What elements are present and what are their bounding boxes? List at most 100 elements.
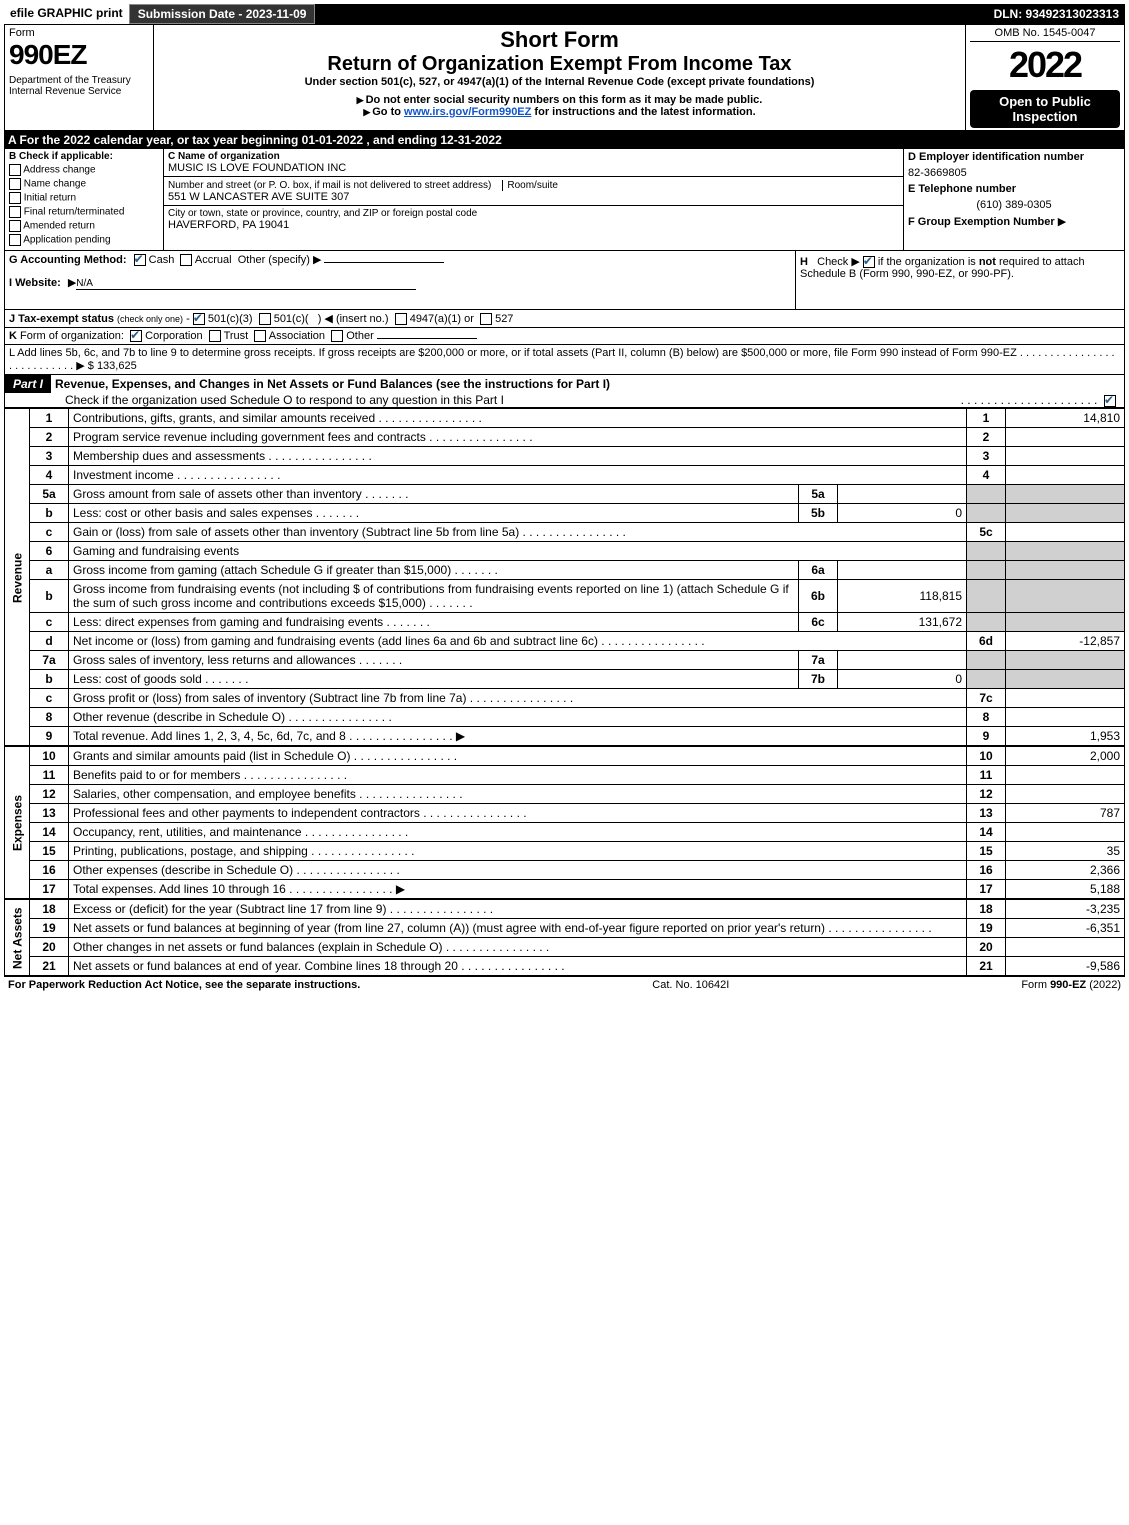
sub-label: 7b xyxy=(799,670,838,689)
chk-address-change[interactable] xyxy=(9,164,21,176)
result-val xyxy=(1006,447,1125,466)
chk-schedule-b[interactable] xyxy=(863,256,875,268)
line-number: 7a xyxy=(30,651,69,670)
result-num: 19 xyxy=(967,919,1006,938)
line-number: c xyxy=(30,613,69,632)
irs-link[interactable]: www.irs.gov/Form990EZ xyxy=(404,106,531,118)
notice-url: Go to www.irs.gov/Form990EZ for instruct… xyxy=(158,106,961,118)
result-val: 5,188 xyxy=(1006,880,1125,899)
street-label: Number and street (or P. O. box, if mail… xyxy=(168,180,491,191)
result-num: 6d xyxy=(967,632,1006,651)
chk-501c3[interactable] xyxy=(193,313,205,325)
chk-app-pending[interactable] xyxy=(9,234,21,246)
arrow-icon-3 xyxy=(68,277,76,289)
result-num: 9 xyxy=(967,727,1006,746)
line-desc: Printing, publications, postage, and shi… xyxy=(69,842,967,861)
result-val: 14,810 xyxy=(1006,409,1125,428)
result-val-shaded xyxy=(1006,670,1125,689)
table-row: 19Net assets or fund balances at beginni… xyxy=(5,919,1125,938)
line-number: 4 xyxy=(30,466,69,485)
line-desc: Other revenue (describe in Schedule O) .… xyxy=(69,708,967,727)
line-l-value: $ 133,625 xyxy=(88,360,137,372)
result-val: -6,351 xyxy=(1006,919,1125,938)
result-val-shaded xyxy=(1006,485,1125,504)
table-row: dNet income or (loss) from gaming and fu… xyxy=(5,632,1125,651)
line-g-label: G Accounting Method: xyxy=(9,254,127,266)
line-desc: Other expenses (describe in Schedule O) … xyxy=(69,861,967,880)
chk-final-return[interactable] xyxy=(9,206,21,218)
form-title: Return of Organization Exempt From Incom… xyxy=(158,53,961,76)
line-number: 6 xyxy=(30,542,69,561)
table-row: 12Salaries, other compensation, and empl… xyxy=(5,785,1125,804)
table-row: Net Assets18Excess or (deficit) for the … xyxy=(5,900,1125,919)
result-val: -12,857 xyxy=(1006,632,1125,651)
street: 551 W LANCASTER AVE SUITE 307 xyxy=(168,191,899,203)
line-desc: Gross profit or (loss) from sales of inv… xyxy=(69,689,967,708)
other-org-field[interactable] xyxy=(377,338,477,339)
line-g-h: G Accounting Method: Cash Accrual Other … xyxy=(4,251,1125,310)
table-row: 21Net assets or fund balances at end of … xyxy=(5,957,1125,976)
line-desc: Benefits paid to or for members . . . . … xyxy=(69,766,967,785)
line-l: L Add lines 5b, 6c, and 7b to line 9 to … xyxy=(4,345,1125,375)
submission-date: Submission Date - 2023-11-09 xyxy=(129,4,316,24)
result-num: 13 xyxy=(967,804,1006,823)
table-row: 2Program service revenue including gover… xyxy=(5,428,1125,447)
result-num: 12 xyxy=(967,785,1006,804)
chk-501c[interactable] xyxy=(259,313,271,325)
line-desc: Net assets or fund balances at end of ye… xyxy=(69,957,967,976)
part-i-header: Part I Revenue, Expenses, and Changes in… xyxy=(4,375,1125,408)
other-specify-field[interactable] xyxy=(324,262,444,263)
result-val-shaded xyxy=(1006,580,1125,613)
result-val xyxy=(1006,523,1125,542)
result-val: 2,000 xyxy=(1006,747,1125,766)
table-row: 20Other changes in net assets or fund ba… xyxy=(5,938,1125,957)
chk-name-change[interactable] xyxy=(9,178,21,190)
efile-print[interactable]: efile GRAPHIC print xyxy=(4,4,129,24)
chk-corporation[interactable] xyxy=(130,330,142,342)
lbl-accrual: Accrual xyxy=(195,254,232,266)
col-d: D Employer identification number 82-3669… xyxy=(903,149,1124,250)
chk-527[interactable] xyxy=(480,313,492,325)
result-num-shaded xyxy=(967,613,1006,632)
chk-other-org[interactable] xyxy=(331,330,343,342)
line-desc: Membership dues and assessments . . . . … xyxy=(69,447,967,466)
chk-cash[interactable] xyxy=(134,254,146,266)
line-number: 12 xyxy=(30,785,69,804)
city: HAVERFORD, PA 19041 xyxy=(168,219,899,231)
table-row: 9Total revenue. Add lines 1, 2, 3, 4, 5c… xyxy=(5,727,1125,746)
table-row: 7aGross sales of inventory, less returns… xyxy=(5,651,1125,670)
chk-trust[interactable] xyxy=(209,330,221,342)
tel-label: E Telephone number xyxy=(904,181,1124,197)
part-i-title: Revenue, Expenses, and Changes in Net As… xyxy=(51,375,614,393)
line-number: 9 xyxy=(30,727,69,746)
chk-accrual[interactable] xyxy=(180,254,192,266)
chk-initial-return[interactable] xyxy=(9,192,21,204)
result-num-shaded xyxy=(967,485,1006,504)
line-number: 13 xyxy=(30,804,69,823)
netassets-table: Net Assets18Excess or (deficit) for the … xyxy=(4,899,1125,976)
short-form-title: Short Form xyxy=(158,27,961,53)
result-val xyxy=(1006,785,1125,804)
line-number: 18 xyxy=(30,900,69,919)
result-num-shaded xyxy=(967,670,1006,689)
chk-schedule-o[interactable] xyxy=(1104,395,1116,407)
sub-label: 5b xyxy=(799,504,838,523)
expenses-table: Expenses10Grants and similar amounts pai… xyxy=(4,746,1125,899)
footer-right: Form 990-EZ (2022) xyxy=(1021,979,1121,991)
table-row: cLess: direct expenses from gaming and f… xyxy=(5,613,1125,632)
line-desc: Other changes in net assets or fund bala… xyxy=(69,938,967,957)
sub-label: 6b xyxy=(799,580,838,613)
result-val-shaded xyxy=(1006,651,1125,670)
chk-association[interactable] xyxy=(254,330,266,342)
table-row: 3Membership dues and assessments . . . .… xyxy=(5,447,1125,466)
result-val: -3,235 xyxy=(1006,900,1125,919)
dln: DLN: 93492313023313 xyxy=(988,5,1125,23)
chk-4947[interactable] xyxy=(395,313,407,325)
line-desc: Grants and similar amounts paid (list in… xyxy=(69,747,967,766)
line-desc: Net assets or fund balances at beginning… xyxy=(69,919,967,938)
chk-amended[interactable] xyxy=(9,220,21,232)
col-c: C Name of organization MUSIC IS LOVE FOU… xyxy=(164,149,903,250)
result-val xyxy=(1006,823,1125,842)
line-desc: Total expenses. Add lines 10 through 16 … xyxy=(69,880,967,899)
result-num: 8 xyxy=(967,708,1006,727)
